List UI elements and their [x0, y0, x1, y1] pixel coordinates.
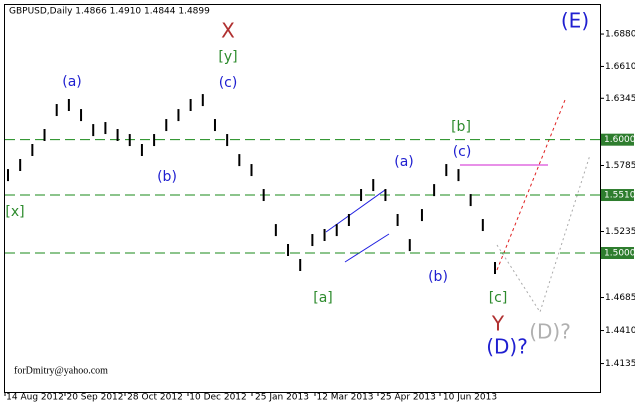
x-tick-label: 14 Aug 2012	[6, 393, 64, 403]
wave-label: (c)	[453, 144, 472, 160]
y-tick-label: 1.5235	[605, 227, 635, 237]
x-tick-label: 12 Mar 2013	[316, 393, 373, 403]
level-label: 1.6000	[604, 135, 635, 145]
wave-label: (a)	[62, 74, 82, 90]
wave-label: [b]	[451, 119, 471, 135]
level-box	[601, 133, 634, 146]
level-box	[601, 246, 634, 259]
level-label: 1.5000	[604, 248, 635, 258]
level-box	[601, 189, 634, 202]
wave-label: [c]	[489, 290, 508, 306]
wave-label: [x]	[5, 204, 24, 220]
x-tick-label: 28 Oct 2012	[127, 393, 183, 403]
wave-label: (D)?	[486, 335, 528, 359]
level-label: 1.5510	[604, 191, 635, 201]
x-tick-label: 25 Apr 2013	[380, 393, 436, 403]
wave-label: [a]	[313, 290, 333, 306]
wave-label: (a)	[394, 154, 414, 170]
y-tick-label: 1.4685	[605, 293, 635, 303]
wave-label: (b)	[157, 169, 177, 185]
x-tick-label: 25 Jan 2013	[255, 393, 309, 403]
channel-line	[344, 233, 390, 263]
y-tick-label: 1.4135	[605, 359, 635, 369]
wave-label: (E)	[561, 9, 589, 33]
y-tick-label: 1.6880	[605, 30, 635, 40]
wave-label: (b)	[428, 269, 448, 285]
y-tick-label: 1.4410	[605, 326, 635, 336]
y-tick-label: 1.6345	[605, 94, 635, 104]
projection-line	[496, 99, 566, 271]
watermark: forDmitry@yahoo.com	[14, 365, 108, 376]
y-tick-label: 1.6610	[605, 62, 635, 72]
wave-label: X	[221, 19, 235, 43]
wave-label: (c)	[219, 75, 238, 91]
x-tick-label: 10 Dec 2012	[189, 393, 247, 403]
wave-label: [y]	[218, 49, 237, 65]
x-tick-label: 20 Sep 2012	[66, 393, 123, 403]
chart-title: GBPUSD,Daily 1.4866 1.4910 1.4844 1.4899	[9, 7, 210, 17]
y-tick-label: 1.5785	[605, 161, 635, 171]
wave-label: Y	[491, 312, 505, 336]
plot-frame	[4, 4, 601, 393]
wave-label: (D)?	[529, 320, 571, 344]
projection-line	[496, 154, 591, 314]
x-tick-label: 10 Jun 2013	[443, 393, 497, 403]
